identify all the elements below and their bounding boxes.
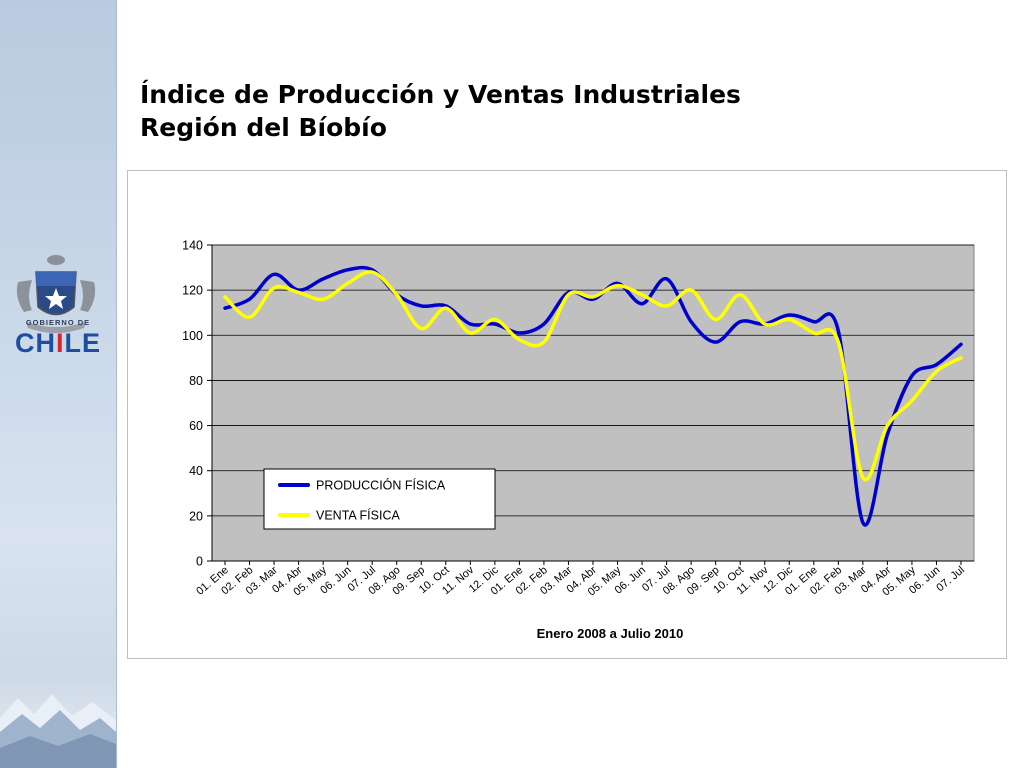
logo-label: GOBIERNO DE: [25, 318, 91, 327]
y-tick-label: 0: [196, 555, 203, 569]
title-line-2: Región del Bíobío: [140, 113, 387, 142]
legend-label: PRODUCCIÓN FÍSICA: [316, 478, 446, 493]
logo-word-part3: LE: [64, 328, 102, 358]
logo-word-part2: I: [55, 328, 65, 358]
logo-word-part1: CH: [14, 328, 56, 358]
y-tick-label: 80: [189, 374, 203, 388]
y-tick-label: 20: [189, 509, 203, 523]
sidebar-banner: GOBIERNO DE CHILE: [0, 0, 117, 768]
y-tick-label: 40: [189, 464, 203, 478]
legend-label: VENTA FÍSICA: [316, 508, 400, 523]
y-tick-label: 140: [182, 239, 203, 253]
y-tick-label: 100: [182, 329, 203, 343]
title-line-1: Índice de Producción y Ventas Industrial…: [140, 80, 741, 109]
chart-frame: 0 20 40 60 80 100 120 140 01. Ene 02. Feb 03. Mar 0…: [127, 170, 1007, 659]
series-line-venta: [223, 270, 963, 482]
coat-of-arms-icon: [16, 255, 96, 333]
y-tick-label: 60: [189, 419, 203, 433]
x-tick-label: 07. Jul: [934, 564, 967, 594]
legend-box: [263, 468, 496, 530]
logo-wordmark: CHILE: [0, 328, 116, 359]
mountain-scenery-icon: [0, 694, 116, 768]
page-title: Índice de Producción y Ventas Industrial…: [140, 78, 1000, 144]
y-tick-label: 120: [182, 284, 203, 298]
x-axis-title: Enero 2008 a Julio 2010: [537, 626, 684, 641]
